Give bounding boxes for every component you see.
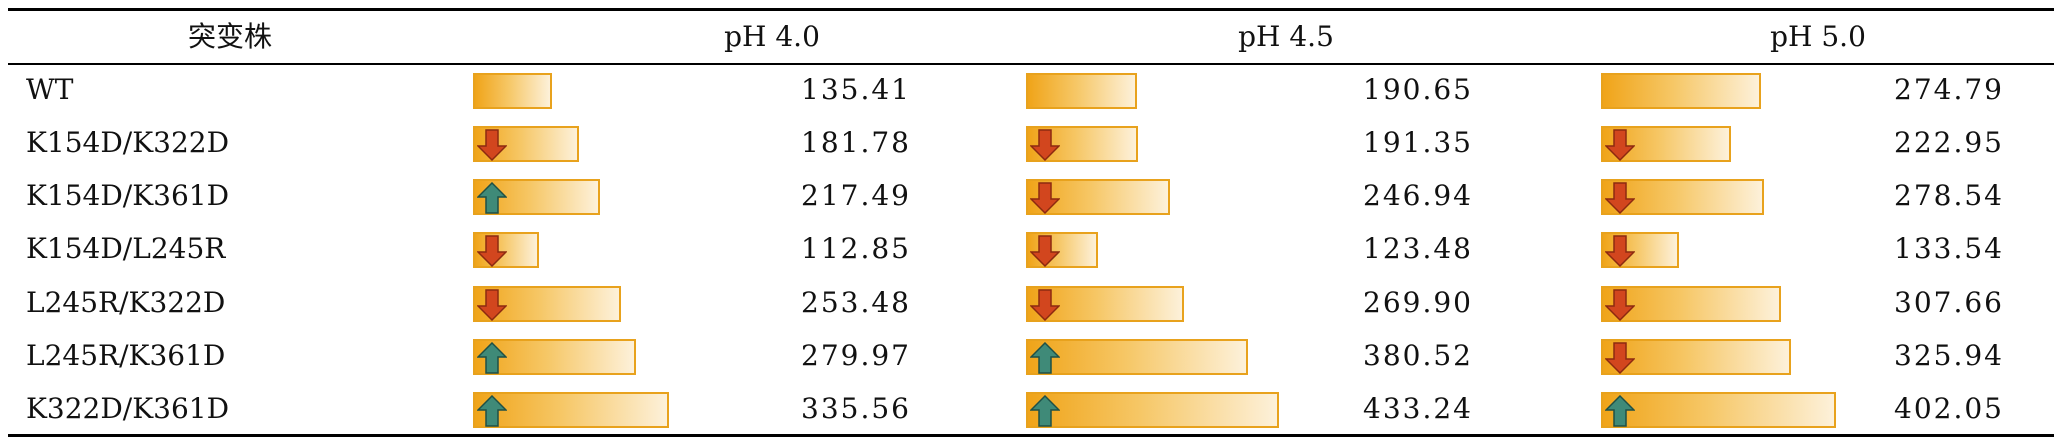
data-bar [1601, 232, 1679, 268]
table-row: K154D/L245R 112.85 123.48 133.54 [0, 222, 2064, 275]
cell-value: 335.56 [801, 392, 911, 425]
arrow-up-icon [1030, 342, 1060, 374]
cell-value: 123.48 [1363, 232, 1473, 265]
strain-name: K154D/K322D [26, 126, 230, 159]
data-bar [1026, 339, 1248, 375]
table-row: L245R/K361D 279.97 380.52 325.94 [0, 329, 2064, 382]
cell-value: 279.97 [801, 339, 911, 372]
cell-value: 433.24 [1363, 392, 1473, 425]
data-bar [1026, 179, 1170, 215]
cell-value: 307.66 [1894, 286, 2004, 319]
table-row: K154D/K322D 181.78 191.35 222.95 [0, 116, 2064, 169]
data-bar [473, 179, 600, 215]
arrow-down-icon [477, 129, 507, 161]
strain-name: K322D/K361D [26, 392, 230, 425]
data-bar [1601, 286, 1781, 322]
strain-name: K154D/L245R [26, 232, 226, 265]
header-ph-4-0: pH 4.0 [724, 20, 820, 53]
strain-name: WT [26, 73, 74, 106]
cell-value: 246.94 [1363, 179, 1473, 212]
cell-value: 278.54 [1894, 179, 2004, 212]
data-bar [1601, 179, 1764, 215]
arrow-down-icon [1030, 129, 1060, 161]
data-bar [1026, 232, 1098, 268]
header-ph-5-0: pH 5.0 [1770, 20, 1866, 53]
data-bar [473, 232, 539, 268]
data-bar [473, 392, 669, 428]
arrow-down-icon [1605, 342, 1635, 374]
arrow-down-icon [1030, 235, 1060, 267]
strain-name: L245R/K361D [26, 339, 226, 372]
cell-value: 191.35 [1363, 126, 1473, 159]
cell-value: 253.48 [801, 286, 911, 319]
data-bar [473, 286, 621, 322]
arrow-down-icon [1605, 235, 1635, 267]
data-bar [473, 73, 552, 109]
strain-name: L245R/K322D [26, 286, 226, 319]
cell-value: 135.41 [801, 73, 911, 106]
table-row: WT 135.41 190.65 274.79 [0, 63, 2064, 116]
cell-value: 222.95 [1894, 126, 2004, 159]
arrow-up-icon [477, 342, 507, 374]
cell-value: 181.78 [801, 126, 911, 159]
data-bar [1601, 392, 1836, 428]
arrow-down-icon [1030, 289, 1060, 321]
data-bar [1601, 339, 1791, 375]
data-bar [1026, 286, 1184, 322]
data-bar [1026, 126, 1138, 162]
arrow-down-icon [1605, 129, 1635, 161]
cell-value: 112.85 [801, 232, 911, 265]
data-bar [1026, 73, 1137, 109]
cell-value: 380.52 [1363, 339, 1473, 372]
arrow-down-icon [477, 235, 507, 267]
arrow-down-icon [477, 289, 507, 321]
cell-value: 325.94 [1894, 339, 2004, 372]
arrow-up-icon [1030, 395, 1060, 427]
table-row: K322D/K361D 335.56 433.24 402.05 [0, 382, 2064, 435]
bottom-rule [8, 434, 2054, 437]
arrow-down-icon [1030, 182, 1060, 214]
data-bar [1601, 73, 1761, 109]
data-bar [1601, 126, 1731, 162]
data-bar [473, 339, 636, 375]
header-rule [8, 63, 2054, 65]
table-row: L245R/K322D 253.48 269.90 307.66 [0, 276, 2064, 329]
header-ph-4-5: pH 4.5 [1238, 20, 1334, 53]
strain-name: K154D/K361D [26, 179, 230, 212]
arrow-down-icon [1605, 289, 1635, 321]
arrow-up-icon [1605, 395, 1635, 427]
cell-value: 269.90 [1363, 286, 1473, 319]
table-row: K154D/K361D 217.49 246.94 278.54 [0, 169, 2064, 222]
cell-value: 190.65 [1363, 73, 1473, 106]
header-strain: 突变株 [187, 20, 272, 53]
arrow-up-icon [477, 395, 507, 427]
top-rule [8, 8, 2054, 11]
arrow-up-icon [477, 182, 507, 214]
cell-value: 133.54 [1894, 232, 2004, 265]
data-bar [473, 126, 579, 162]
cell-value: 217.49 [801, 179, 911, 212]
arrow-down-icon [1605, 182, 1635, 214]
cell-value: 402.05 [1894, 392, 2004, 425]
cell-value: 274.79 [1894, 73, 2004, 106]
data-bar [1026, 392, 1279, 428]
